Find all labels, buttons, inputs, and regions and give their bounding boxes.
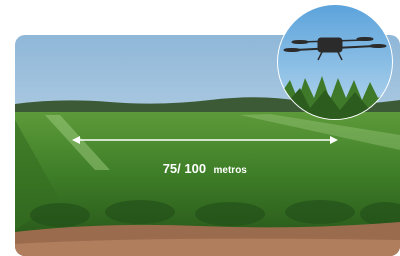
distance-unit: metros <box>214 165 248 176</box>
page: 75/ 100 metros (() => { const data = JSO… <box>0 0 400 256</box>
scene: 75/ 100 metros <box>0 0 400 256</box>
distance-value: 75/ 100 <box>163 161 206 176</box>
